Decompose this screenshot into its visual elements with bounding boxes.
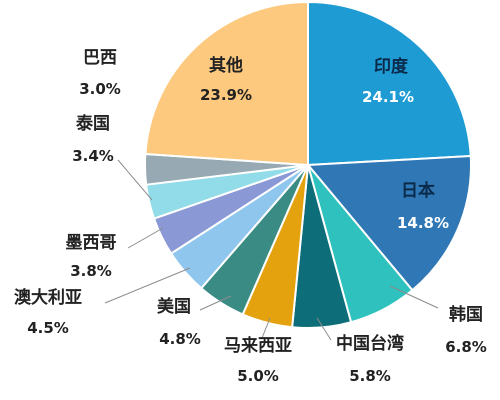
slice-value-韩国: 6.8% (445, 338, 487, 356)
slice-label-中国台湾: 中国台湾 (336, 333, 404, 354)
pie-slice-日本 (305, 154, 472, 292)
slice-label-韩国: 韩国 (449, 304, 483, 325)
leader-line-韩国 (389, 285, 439, 309)
slice-value-日本: 14.8% (397, 214, 449, 232)
leader-line-中国台湾 (316, 317, 332, 341)
slice-value-泰国: 3.4% (72, 147, 114, 165)
slice-value-其他: 23.9% (200, 86, 252, 104)
slice-value-印度: 24.1% (362, 88, 414, 106)
leader-line-泰国 (117, 159, 153, 201)
slice-label-日本: 日本 (401, 180, 435, 201)
leader-line-美国 (199, 295, 232, 311)
pie-slice-其他 (144, 0, 309, 167)
leader-line-澳大利亚 (104, 267, 191, 304)
slice-label-其他: 其他 (209, 55, 243, 76)
slice-label-马来西亚: 马来西亚 (224, 335, 292, 356)
slice-label-印度: 印度 (374, 56, 409, 77)
slice-label-泰国: 泰国 (76, 113, 110, 134)
slice-value-马来西亚: 5.0% (237, 367, 279, 385)
slice-value-巴西: 3.0% (79, 80, 121, 98)
pie-slices (144, 0, 472, 329)
slice-value-中国台湾: 5.8% (349, 367, 391, 385)
pie-slice-印度 (307, 0, 472, 167)
slice-label-澳大利亚: 澳大利亚 (14, 287, 82, 308)
leader-lines (104, 159, 439, 341)
slice-value-墨西哥: 3.8% (70, 262, 112, 280)
leader-line-墨西哥 (127, 227, 164, 249)
slice-label-墨西哥: 墨西哥 (66, 233, 117, 253)
slice-labels: 印度 24.1% 日本 14.8% 韩国 6.8% 中国台湾 5.8% 马来西亚 5.0% 美国 4.… (14, 48, 487, 385)
slice-label-巴西: 巴西 (83, 48, 117, 68)
slice-value-美国: 4.8% (159, 330, 201, 348)
slice-label-美国: 美国 (157, 296, 191, 317)
leader-line-马来西亚 (261, 317, 271, 339)
slice-value-澳大利亚: 4.5% (27, 319, 69, 337)
